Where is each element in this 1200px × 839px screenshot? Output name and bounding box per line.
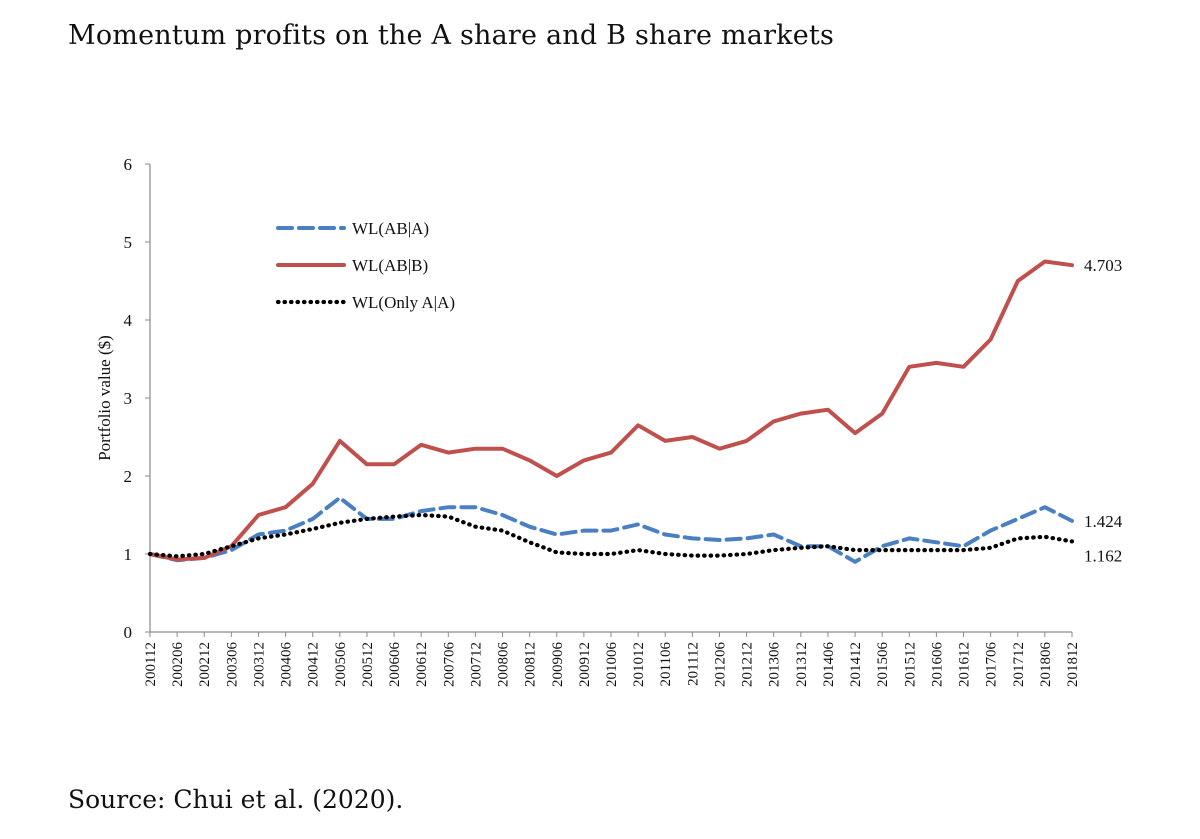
x-tick-label: 200406 <box>279 642 295 688</box>
series-line-2 <box>148 259 1074 562</box>
x-tick-label: 200712 <box>468 642 484 687</box>
x-tick-label: 201012 <box>631 642 647 687</box>
x-tick-label: 201306 <box>767 642 783 688</box>
y-tick-label: 0 <box>124 623 133 642</box>
x-tick-label: 200306 <box>224 642 240 688</box>
x-tick-label: 201006 <box>604 642 620 688</box>
x-tick-label: 201106 <box>658 642 674 687</box>
x-tick-label: 201806 <box>1038 642 1054 688</box>
x-tick-label: 201506 <box>875 642 891 688</box>
x-tick-label: 200512 <box>360 642 376 687</box>
x-tick-label: 201406 <box>821 642 837 688</box>
x-tick-label: 201206 <box>712 642 728 688</box>
x-ticks: 200112 200206 200212 200306 200312 200406 2004… <box>143 632 1081 687</box>
x-tick-label: 201606 <box>929 642 945 688</box>
x-tick-label: 201712 <box>1011 642 1027 687</box>
y-tick-label: 4 <box>124 311 133 330</box>
legend-label: WL(AB|A) <box>352 219 429 238</box>
x-tick-label: 200812 <box>523 642 539 687</box>
y-ticks: 0 1 2 3 4 5 6 <box>124 155 150 642</box>
series-lines <box>147 259 1075 564</box>
source-note: Source: Chui et al. (2020). <box>68 785 404 814</box>
x-tick-label: 200312 <box>251 642 267 687</box>
y-tick-label: 3 <box>124 389 133 408</box>
chart-title: Momentum profits on the A share and B sh… <box>68 20 835 51</box>
legend-label: WL(AB|B) <box>352 256 428 275</box>
end-value-label: 1.162 <box>1084 546 1122 565</box>
legend: WL(AB|A) WL(AB|B) WL(Only A|A) <box>275 219 455 312</box>
end-labels: 1.424 4.703 1.162 <box>1084 256 1123 565</box>
x-tick-label: 201312 <box>794 642 810 687</box>
x-tick-label: 200206 <box>170 642 186 688</box>
y-tick-label: 2 <box>124 467 133 486</box>
x-tick-label: 200112 <box>143 642 159 686</box>
y-axis-label: Portfolio value ($) <box>95 335 114 461</box>
y-tick-label: 5 <box>124 233 133 252</box>
x-tick-label: 201412 <box>848 642 864 687</box>
x-tick-label: 200506 <box>333 642 349 688</box>
x-tick-label: 200806 <box>496 642 512 688</box>
y-tick-label: 6 <box>124 155 133 174</box>
x-tick-label: 201612 <box>957 642 973 687</box>
series-line-1 <box>148 495 1074 564</box>
x-tick-label: 200412 <box>306 642 322 687</box>
x-tick-label: 200606 <box>387 642 403 688</box>
y-tick-label: 1 <box>124 545 133 564</box>
x-tick-label: 200912 <box>577 642 593 687</box>
legend-label: WL(Only A|A) <box>352 293 455 312</box>
axes <box>149 164 1072 633</box>
x-tick-label: 201706 <box>984 642 1000 688</box>
x-tick-label: 201212 <box>740 642 756 687</box>
end-value-label: 4.703 <box>1084 256 1122 275</box>
x-tick-label: 200706 <box>441 642 457 688</box>
x-tick-label: 200212 <box>197 642 213 687</box>
series-line-3 <box>147 512 1075 559</box>
x-tick-label: 200906 <box>550 642 566 688</box>
x-tick-label: 201112 <box>685 642 701 686</box>
x-tick-label: 201512 <box>902 642 918 687</box>
x-tick-label: 200612 <box>414 642 430 687</box>
end-value-label: 1.424 <box>1084 512 1123 531</box>
x-tick-label: 201812 <box>1065 642 1081 687</box>
